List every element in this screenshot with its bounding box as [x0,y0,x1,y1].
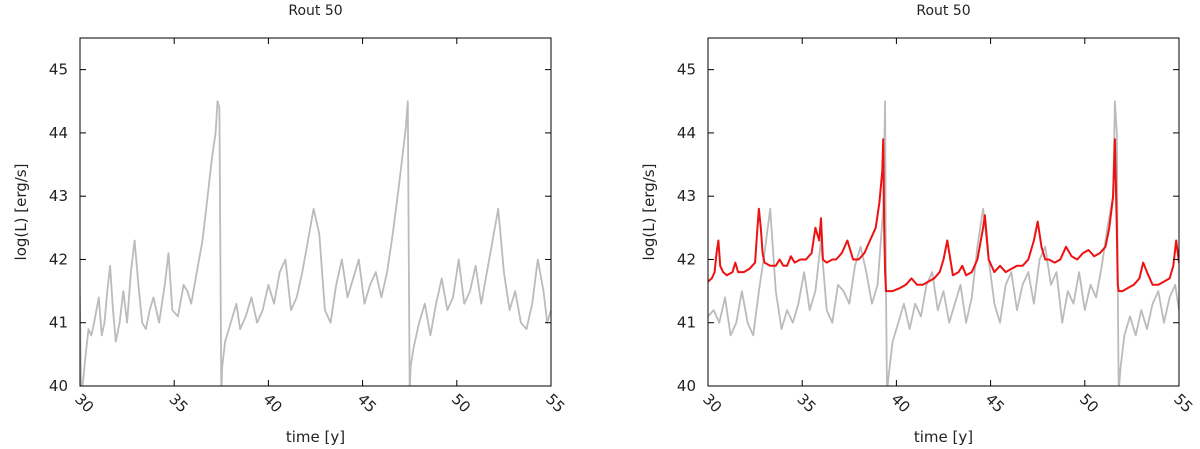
y-tick-label: 41 [677,314,696,332]
chart-title: Rout 50 [288,3,342,19]
x-tick-label: 40 [260,390,286,416]
x-tick-label: 45 [982,390,1008,416]
series-group [80,100,551,386]
x-tick-label: 50 [1076,390,1102,416]
y-tick-label: 45 [677,61,696,79]
x-tick-label: 55 [542,390,568,416]
y-axis-label: log(L) [erg/s] [640,164,658,261]
y-tick-label: 41 [49,314,68,332]
y-tick-label: 40 [49,377,68,395]
y-tick-label: 42 [49,250,68,268]
x-tick-label: 40 [888,390,914,416]
x-tick-label: 45 [354,390,380,416]
x-tick-label: 50 [448,390,474,416]
y-tick-label: 45 [49,61,68,79]
series-line-0 [708,100,1179,386]
plot-frame [707,37,1180,387]
chart-panel-right: 40 41 42 43 44 45 30 35 40 45 50 55 Rout 50 time [y] l… [640,3,1196,446]
y-tick-label: 42 [677,250,696,268]
series-group [708,100,1179,386]
x-tick-label: 30 [71,390,97,416]
x-tick-label: 35 [793,390,819,416]
x-tick-label: 55 [1170,390,1196,416]
x-tick-label: 30 [699,390,725,416]
series-line-0 [80,100,551,386]
y-tick-label: 44 [49,124,68,142]
y-tick-label: 43 [677,187,696,205]
y-tick-label: 44 [677,124,696,142]
x-axis-label: time [y] [286,428,345,446]
y-tick-label: 43 [49,187,68,205]
series-line-1 [708,138,1179,293]
chart-panel-left: 40 41 42 43 44 45 30 35 40 45 50 55 Rout 50 time [y] l… [12,3,568,446]
x-axis-label: time [y] [914,428,973,446]
chart-title: Rout 50 [916,3,970,19]
y-axis-label: log(L) [erg/s] [12,164,30,261]
plot-frame [79,37,552,387]
y-tick-label: 40 [677,377,696,395]
x-tick-label: 35 [165,390,191,416]
